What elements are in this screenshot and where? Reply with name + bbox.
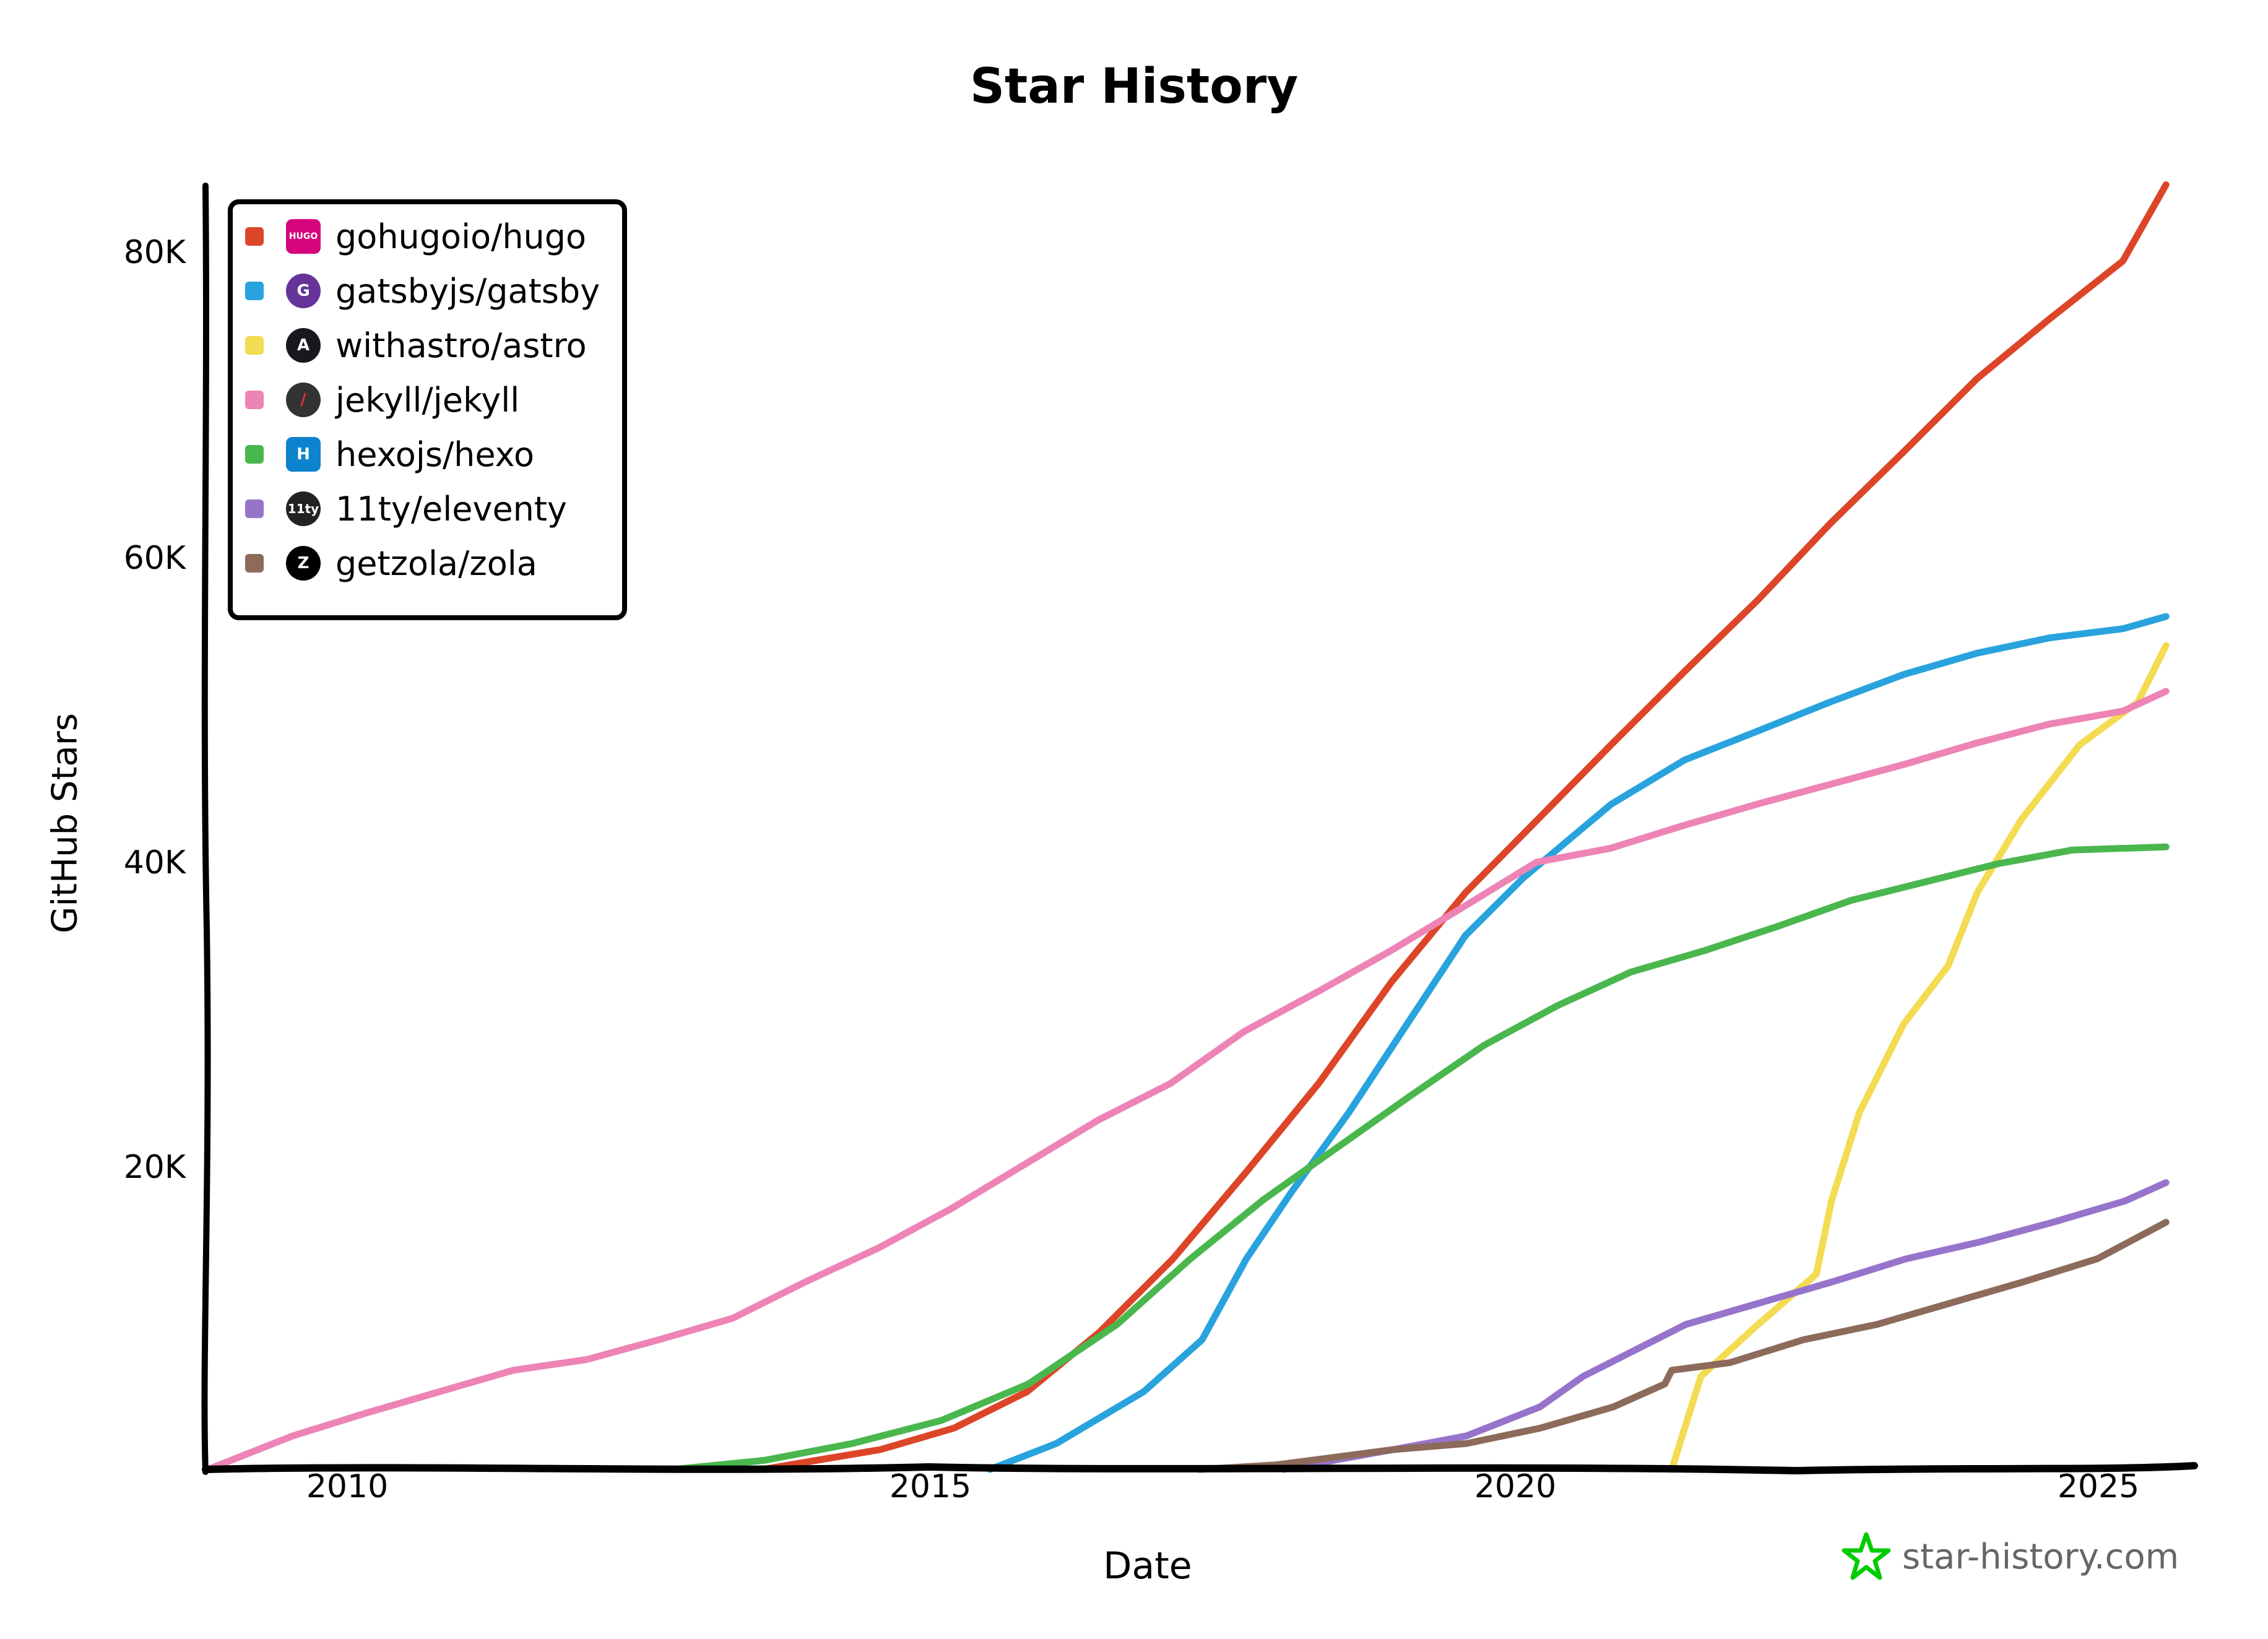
x-tick-label: 2015 [889, 1468, 972, 1505]
series-line-gatsby [986, 613, 2170, 1473]
x-tick-label: 2025 [2057, 1468, 2140, 1505]
chart-title: Star History [969, 59, 1299, 115]
x-tick-label: 2020 [1474, 1468, 1557, 1505]
y-tick-label: 80K [123, 234, 186, 271]
zola-logo-icon: Z [286, 546, 321, 581]
y-axis-line [201, 183, 211, 1475]
legend-item-hugo[interactable]: HUGO gohugoio/hugo [245, 212, 586, 261]
legend-item-jekyll[interactable]: / jekyll/jekyll [245, 375, 519, 425]
x-tick-label: 2010 [306, 1468, 389, 1505]
series-line-hugo [759, 181, 2170, 1473]
legend-label: withastro/astro [335, 326, 587, 365]
series-line-jekyll [204, 688, 2170, 1473]
legend-swatch [245, 499, 264, 518]
legend-item-astro[interactable]: A withastro/astro [245, 321, 587, 370]
hexo-logo-icon: H [286, 437, 321, 472]
legend-label: getzola/zola [335, 543, 537, 583]
series-layer [204, 181, 2170, 1473]
legend-label: jekyll/jekyll [335, 380, 520, 420]
eleventy-logo-icon: 11ty [286, 491, 321, 526]
y-axis-label: GitHub Stars [45, 713, 85, 933]
gatsby-logo-icon: G [286, 274, 321, 308]
hugo-logo-icon: HUGO [286, 219, 321, 254]
y-tick-label: 40K [123, 844, 186, 881]
legend-label: 11ty/eleventy [335, 489, 568, 529]
legend-swatch [245, 336, 264, 355]
y-tick-label: 20K [123, 1149, 186, 1186]
legend-item-zola[interactable]: Z getzola/zola [245, 538, 537, 588]
watermark-link[interactable]: star-history.com [1842, 1532, 2179, 1581]
legend: HUGO gohugoio/hugo G gatsbyjs/gatsby A w… [228, 199, 627, 620]
legend-swatch [245, 445, 264, 464]
jekyll-logo-icon: / [286, 383, 321, 417]
series-line-hexo [670, 843, 2170, 1473]
series-line-zola [1196, 1219, 2170, 1473]
y-tick-label: 60K [123, 540, 186, 577]
legend-label: gatsbyjs/gatsby [335, 271, 600, 311]
legend-swatch [245, 282, 264, 300]
legend-item-gatsby[interactable]: G gatsbyjs/gatsby [245, 266, 600, 316]
x-axis-line [202, 1462, 2198, 1475]
series-line-eleventy [1280, 1179, 2170, 1473]
watermark-text: star-history.com [1902, 1536, 2179, 1577]
legend-item-hexo[interactable]: H hexojs/hexo [245, 430, 534, 479]
star-outline-icon [1842, 1532, 1891, 1580]
legend-label: gohugoio/hugo [335, 217, 587, 256]
legend-swatch [245, 554, 264, 573]
x-axis-label: Date [1103, 1544, 1192, 1588]
astro-logo-icon: A [286, 328, 321, 363]
legend-swatch [245, 227, 264, 246]
legend-label: hexojs/hexo [335, 435, 534, 474]
series-line-astro [1668, 642, 2170, 1473]
legend-swatch [245, 391, 264, 409]
legend-item-eleventy[interactable]: 11ty 11ty/eleventy [245, 484, 567, 534]
